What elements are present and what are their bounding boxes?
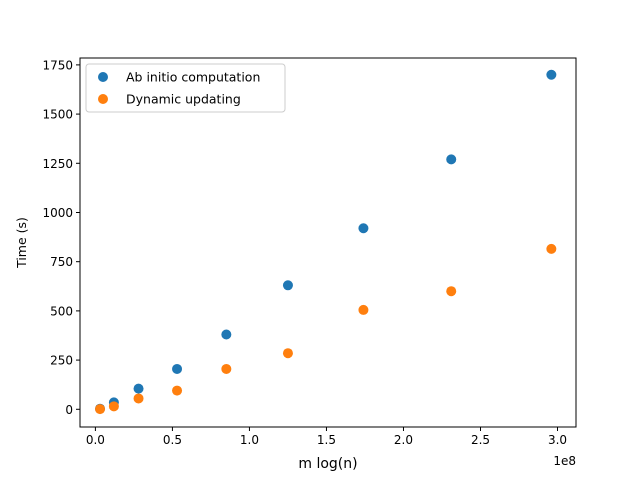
x-tick-label: 2.5 — [471, 433, 490, 447]
ab-initio-point — [446, 154, 457, 165]
x-tick-label: 1.0 — [240, 433, 259, 447]
dynamic-updating-point — [546, 243, 557, 254]
y-tick-label: 1250 — [42, 157, 73, 171]
plot-frame — [79, 57, 577, 428]
legend-label-dynamic-updating: Dynamic updating — [126, 92, 241, 107]
dynamic-updating-point — [221, 363, 232, 374]
legend-box — [85, 63, 286, 113]
dynamic-updating-point — [172, 385, 183, 396]
y-axis-ticks: 0 250 500 750 1000 1250 1500 1750 — [42, 58, 80, 417]
y-tick-label: 250 — [50, 354, 73, 368]
ab-initio-point — [358, 223, 369, 234]
ab-initio-point — [282, 280, 293, 291]
dynamic-updating-point — [446, 286, 457, 297]
dynamic-updating-point — [358, 304, 369, 315]
x-tick-label: 0.5 — [163, 433, 182, 447]
y-tick-label: 1000 — [42, 206, 73, 220]
dynamic-updating-point — [282, 348, 293, 359]
legend-marker-dynamic-updating — [98, 94, 108, 104]
dynamic-updating-point — [108, 401, 119, 412]
x-tick-label: 1.5 — [317, 433, 336, 447]
legend-label-ab-initio: Ab initio computation — [126, 70, 260, 85]
legend-marker-ab-initio — [98, 72, 108, 82]
x-tick-label: 0.0 — [86, 433, 105, 447]
y-tick-label: 1750 — [42, 58, 73, 72]
plot-area — [80, 58, 576, 427]
data-points — [95, 69, 557, 415]
x-axis-label: m log(n) — [298, 456, 357, 472]
ab-initio-point — [172, 363, 183, 374]
ab-initio-point — [221, 329, 232, 340]
dynamic-updating-point — [133, 393, 144, 404]
x-tick-label: 3.0 — [548, 433, 567, 447]
y-tick-label: 750 — [50, 255, 73, 269]
dynamic-updating-point — [95, 404, 106, 415]
ab-initio-point — [546, 69, 557, 80]
y-tick-label: 1500 — [42, 108, 73, 122]
y-tick-label: 0 — [65, 403, 73, 417]
ab-initio-point — [133, 383, 144, 394]
x-tick-label: 2.0 — [394, 433, 413, 447]
x-axis-ticks: 0.0 0.5 1.0 1.5 2.0 2.5 3.0 — [86, 427, 567, 447]
x-axis-offset-label: 1e8 — [553, 454, 576, 468]
legend: Ab initio computation Dynamic updating — [85, 63, 286, 113]
y-axis-label: Time (s) — [14, 217, 29, 269]
y-tick-label: 500 — [50, 304, 73, 318]
